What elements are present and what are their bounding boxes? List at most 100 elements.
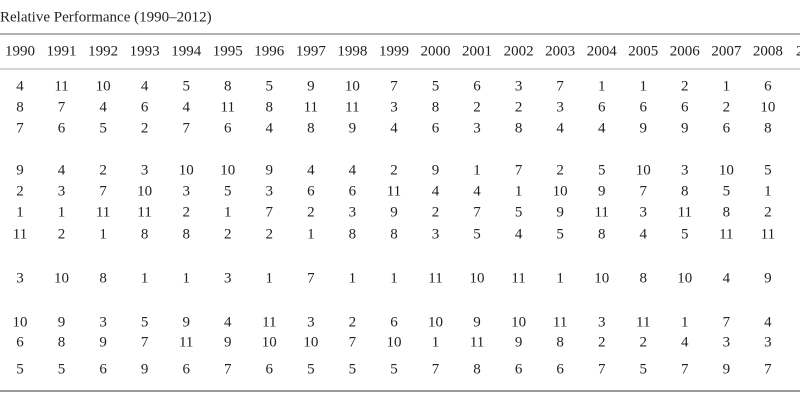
- table-cell: 4: [640, 226, 648, 242]
- column-header: 2007: [711, 43, 742, 59]
- table-cell: 2: [640, 334, 648, 350]
- table-cell: 2: [182, 204, 190, 220]
- table-cell: 3: [764, 334, 772, 350]
- table-cell: 10: [636, 162, 651, 178]
- table-cell: 8: [224, 78, 232, 94]
- table-cell: 2: [141, 120, 149, 136]
- table-cell: 9: [681, 120, 689, 136]
- table-cell: 9: [266, 162, 274, 178]
- table-cell: 4: [349, 162, 357, 178]
- table-cell: 5: [99, 120, 107, 136]
- table-cell: 10: [345, 78, 360, 94]
- table-cell: 7: [99, 183, 107, 199]
- table-cell: 6: [141, 99, 149, 115]
- table-cell: 6: [432, 120, 440, 136]
- table-cell: 3: [99, 314, 107, 330]
- table-cell: 9: [224, 334, 232, 350]
- column-header: 1993: [130, 43, 160, 59]
- table-cell: 5: [764, 162, 772, 178]
- table-cell: 8: [764, 120, 772, 136]
- table-cell: 9: [99, 334, 107, 350]
- table-cell: 6: [224, 120, 232, 136]
- table-cell: 4: [681, 334, 689, 350]
- table-cell: 5: [556, 226, 564, 242]
- table-cell: 10: [220, 162, 235, 178]
- table-cell: 8: [515, 120, 523, 136]
- table-cell: 7: [515, 162, 523, 178]
- table-cell: 5: [432, 78, 440, 94]
- table-cell: 1: [390, 270, 398, 286]
- table-cell: 7: [473, 204, 481, 220]
- table-cell: 7: [390, 78, 398, 94]
- table-cell: 9: [182, 314, 190, 330]
- table-cell: 11: [13, 226, 27, 242]
- column-header: 2005: [628, 43, 658, 59]
- table-cell: 2: [473, 99, 481, 115]
- table-cell: 4: [99, 99, 107, 115]
- table-cell: 4: [390, 120, 398, 136]
- table-cell: 4: [598, 120, 606, 136]
- table-cell: 7: [307, 270, 315, 286]
- table-cell: 4: [515, 226, 523, 242]
- table-cell: 7: [764, 361, 772, 377]
- table-cell: 4: [224, 314, 232, 330]
- table-cell: 1: [182, 270, 190, 286]
- table-cell: 3: [349, 204, 357, 220]
- table-cell: 11: [761, 226, 775, 242]
- table-cell: 7: [640, 183, 648, 199]
- column-header: 2003: [545, 43, 575, 59]
- table-cell: 11: [678, 204, 692, 220]
- table-cell: 9: [764, 270, 772, 286]
- table-cell: 10: [262, 334, 277, 350]
- table-cell: 1: [141, 270, 149, 286]
- table-cell: 9: [141, 361, 149, 377]
- table-cell: 2: [764, 204, 772, 220]
- table-cell: 3: [473, 120, 481, 136]
- table-cell: 11: [54, 78, 68, 94]
- table-cell: 4: [307, 162, 315, 178]
- column-header: 2000: [421, 43, 451, 59]
- table-cell: 5: [266, 78, 274, 94]
- table-cell: 1: [723, 78, 731, 94]
- column-header: 1997: [296, 43, 327, 59]
- table-cell: 8: [16, 99, 24, 115]
- table-cell: 10: [677, 270, 692, 286]
- table-cell: 8: [723, 204, 731, 220]
- table-cell: 6: [556, 361, 564, 377]
- table-cell: 9: [723, 361, 731, 377]
- table-cell: 11: [387, 183, 401, 199]
- table-cell: 7: [224, 361, 232, 377]
- table-cell: 6: [723, 120, 731, 136]
- table-cell: 2: [432, 204, 440, 220]
- table-cell: 6: [390, 314, 398, 330]
- table-cell: 8: [307, 120, 315, 136]
- table-cell: 6: [515, 361, 523, 377]
- table-cell: 1: [515, 183, 523, 199]
- table-cell: 11: [636, 314, 650, 330]
- table-cell: 7: [182, 120, 190, 136]
- table-cell: 10: [553, 183, 568, 199]
- table-cell: 5: [515, 204, 523, 220]
- table-cell: 4: [141, 78, 149, 94]
- table-cell: 1: [598, 78, 606, 94]
- table-cell: 10: [470, 270, 485, 286]
- table-cell: 2: [349, 314, 357, 330]
- table-cell: 3: [723, 334, 731, 350]
- table-cell: 3: [640, 204, 648, 220]
- table-cell: 2: [681, 78, 689, 94]
- table-cell: 3: [598, 314, 606, 330]
- table-cell: 11: [553, 314, 567, 330]
- table-cell: 2: [515, 99, 523, 115]
- table-cell: 8: [266, 99, 274, 115]
- table-cell: 3: [432, 226, 440, 242]
- table-cell: 5: [58, 361, 66, 377]
- table-cell: 11: [719, 226, 733, 242]
- table-cell: 9: [432, 162, 440, 178]
- table-cell: 6: [16, 334, 24, 350]
- column-header: 2008: [753, 43, 783, 59]
- table-cell: 6: [307, 183, 315, 199]
- table-cell: 7: [598, 361, 606, 377]
- column-header: 1999: [379, 43, 409, 59]
- table-cell: 9: [349, 120, 357, 136]
